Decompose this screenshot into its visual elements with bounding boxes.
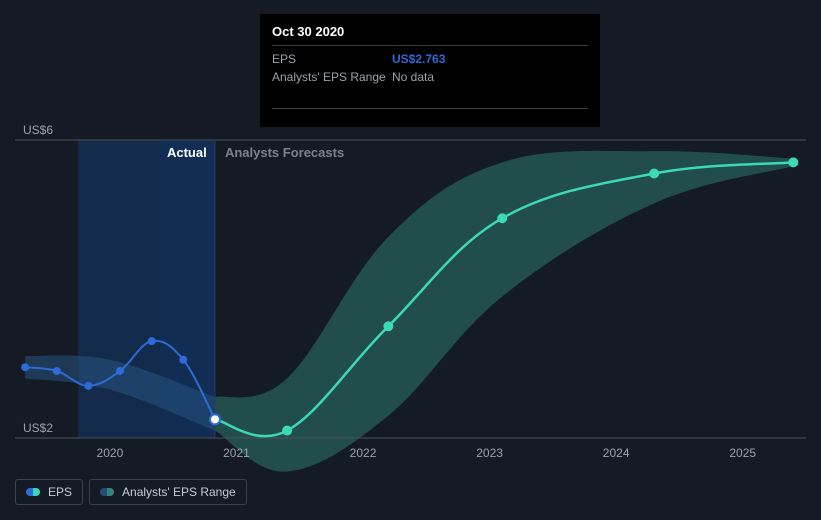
x-axis-label: 2022 xyxy=(350,446,377,460)
legend-item-eps[interactable]: EPS xyxy=(15,479,83,505)
x-axis-label: 2023 xyxy=(476,446,503,460)
y-axis-label: US$2 xyxy=(23,421,53,435)
tooltip-key: EPS xyxy=(272,52,392,66)
legend-swatch-icon xyxy=(26,488,40,496)
eps-forecast-chart: Oct 30 2020 EPS US$2.763 Analysts' EPS R… xyxy=(0,0,821,520)
chart-legend: EPS Analysts' EPS Range xyxy=(15,479,247,505)
tooltip-separator xyxy=(272,108,588,109)
legend-label: Analysts' EPS Range xyxy=(122,485,236,499)
tooltip-row-eps: EPS US$2.763 xyxy=(272,50,588,68)
tooltip-date: Oct 30 2020 xyxy=(272,24,588,46)
tooltip-row-range: Analysts' EPS Range No data xyxy=(272,68,588,86)
legend-label: EPS xyxy=(48,485,72,499)
region-label-forecast: Analysts Forecasts xyxy=(225,145,344,160)
region-label-actual: Actual xyxy=(167,145,207,160)
tooltip-value: US$2.763 xyxy=(392,52,445,66)
tooltip-key: Analysts' EPS Range xyxy=(272,70,392,84)
tooltip-value: No data xyxy=(392,70,434,84)
y-axis-label: US$6 xyxy=(23,123,53,137)
legend-item-range[interactable]: Analysts' EPS Range xyxy=(89,479,247,505)
x-axis-label: 2024 xyxy=(603,446,630,460)
legend-swatch-icon xyxy=(100,488,114,496)
x-axis-label: 2020 xyxy=(97,446,124,460)
datapoint-tooltip: Oct 30 2020 EPS US$2.763 Analysts' EPS R… xyxy=(260,14,600,127)
x-axis-label: 2021 xyxy=(223,446,250,460)
x-axis-label: 2025 xyxy=(729,446,756,460)
